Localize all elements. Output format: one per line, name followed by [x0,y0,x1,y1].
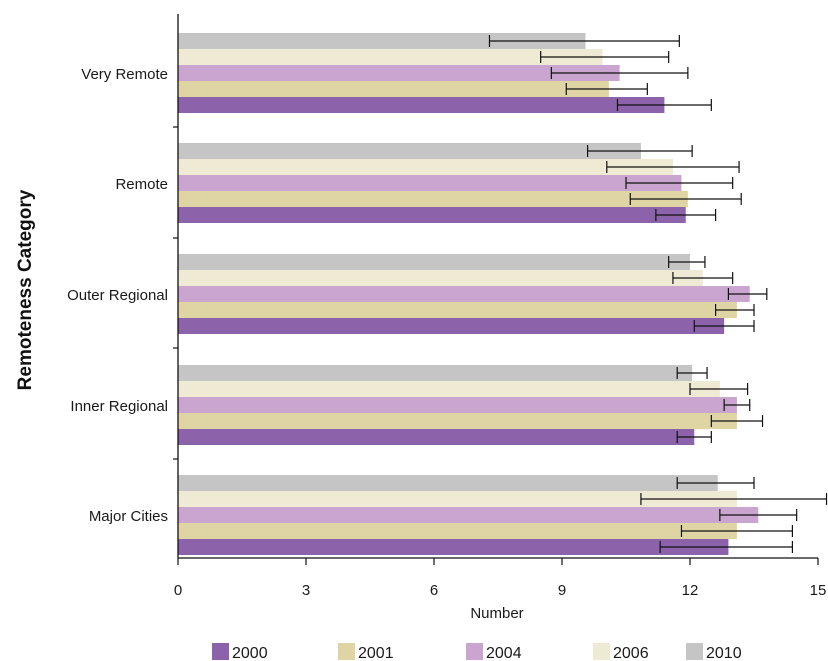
axes [173,14,819,565]
bar [178,365,693,381]
x-axis-title: Number [470,605,523,622]
category-label: Inner Regional [70,398,168,415]
bar [178,507,759,523]
bar [178,191,688,207]
bar [178,397,737,413]
legend-label: 2010 [706,645,742,661]
bar [178,65,620,81]
category-label: Remote [115,176,168,193]
legend-label: 2000 [232,645,268,661]
x-tick-label: 12 [682,582,699,599]
bar [178,475,718,491]
bar [178,254,690,270]
bar [178,413,737,429]
bar [178,207,686,223]
legend-label: 2006 [613,645,649,661]
error-bars-layer [488,35,828,553]
bar [178,381,720,397]
bar [178,302,737,318]
x-tick-label: 15 [810,582,827,599]
bar [178,523,737,539]
bar [178,143,641,159]
bar [178,491,737,507]
legend: 2000 2001 2004 2006 2010 [212,643,742,661]
y-axis-title: Remoteness Category [15,189,36,390]
bars-layer [178,33,759,555]
x-tick-label: 0 [174,582,182,599]
legend-label: 2004 [486,645,522,661]
bar [178,49,603,65]
category-label: Outer Regional [67,287,168,304]
bar [178,539,729,555]
bar [178,81,609,97]
labels-layer: Major Cities Inner Regional Outer Regional… [67,66,826,599]
bar [178,159,673,175]
bar [178,318,725,334]
bar [178,33,586,49]
legend-swatch [466,643,483,660]
category-label: Very Remote [81,66,168,83]
x-tick-label: 6 [430,582,438,599]
bar [178,97,665,113]
bar [178,175,682,191]
legend-swatch [338,643,355,660]
x-tick-label: 9 [558,582,566,599]
x-tick-label: 3 [302,582,310,599]
legend-swatch [212,643,229,660]
bar [178,429,695,445]
category-label: Major Cities [89,508,168,525]
bar [178,270,703,286]
legend-label: 2001 [358,645,394,661]
legend-swatch [686,643,703,660]
bar [178,286,750,302]
legend-swatch [593,643,610,660]
